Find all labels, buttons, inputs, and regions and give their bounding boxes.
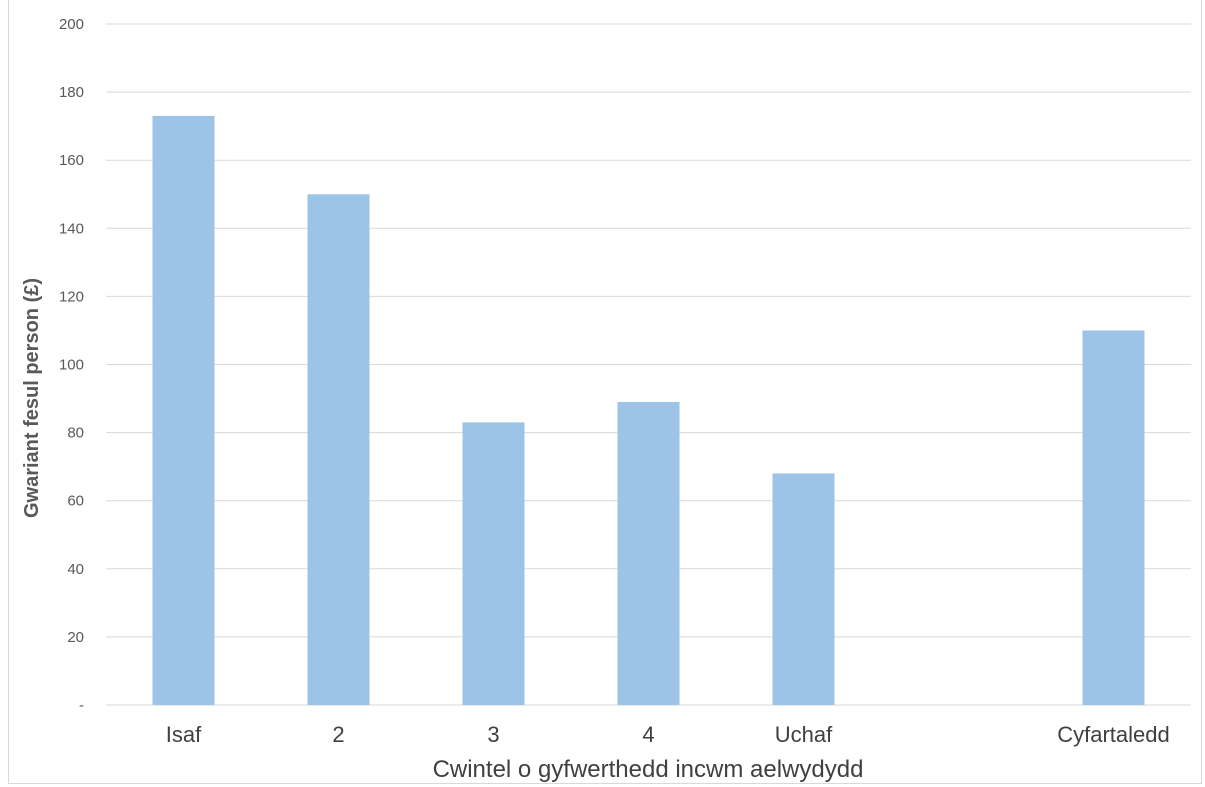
y-tick-label: 80 <box>67 425 84 442</box>
y-axis-title: Gwariant fesul person (£) <box>21 278 43 518</box>
bar <box>462 422 525 705</box>
x-tick-label: Isaf <box>166 722 202 747</box>
y-tick-label: 140 <box>59 220 84 237</box>
y-tick-label: 40 <box>67 561 84 578</box>
x-tick-label: Uchaf <box>775 722 833 747</box>
bars <box>152 115 1145 705</box>
x-tick-label: 3 <box>487 722 499 747</box>
bar <box>772 473 835 705</box>
y-tick-label: 100 <box>59 357 84 374</box>
y-tick-label: - <box>79 697 84 714</box>
x-tick-label: Cyfartaledd <box>1057 722 1170 747</box>
y-tick-label: 20 <box>67 629 84 646</box>
x-tick-label: 4 <box>642 722 654 747</box>
y-axis-ticks: - 20 40 60 80 100 120 140 160 180 200 <box>59 16 84 714</box>
y-tick-label: 120 <box>59 288 84 305</box>
y-tick-label: 60 <box>67 493 84 510</box>
chart-frame <box>8 0 1202 784</box>
bar <box>152 115 215 705</box>
x-axis-title: Cwintel o gyfwerthedd incwm aelwydydd <box>433 756 864 783</box>
y-tick-label: 180 <box>59 84 84 101</box>
x-axis-ticks: Isaf 2 3 4 Uchaf Cyfartaledd <box>166 722 1170 747</box>
x-tick-label: 2 <box>332 722 344 747</box>
y-tick-label: 160 <box>59 152 84 169</box>
bar <box>617 401 680 705</box>
y-tick-label: 200 <box>59 16 84 33</box>
bar <box>1082 330 1145 705</box>
bar <box>307 194 370 705</box>
